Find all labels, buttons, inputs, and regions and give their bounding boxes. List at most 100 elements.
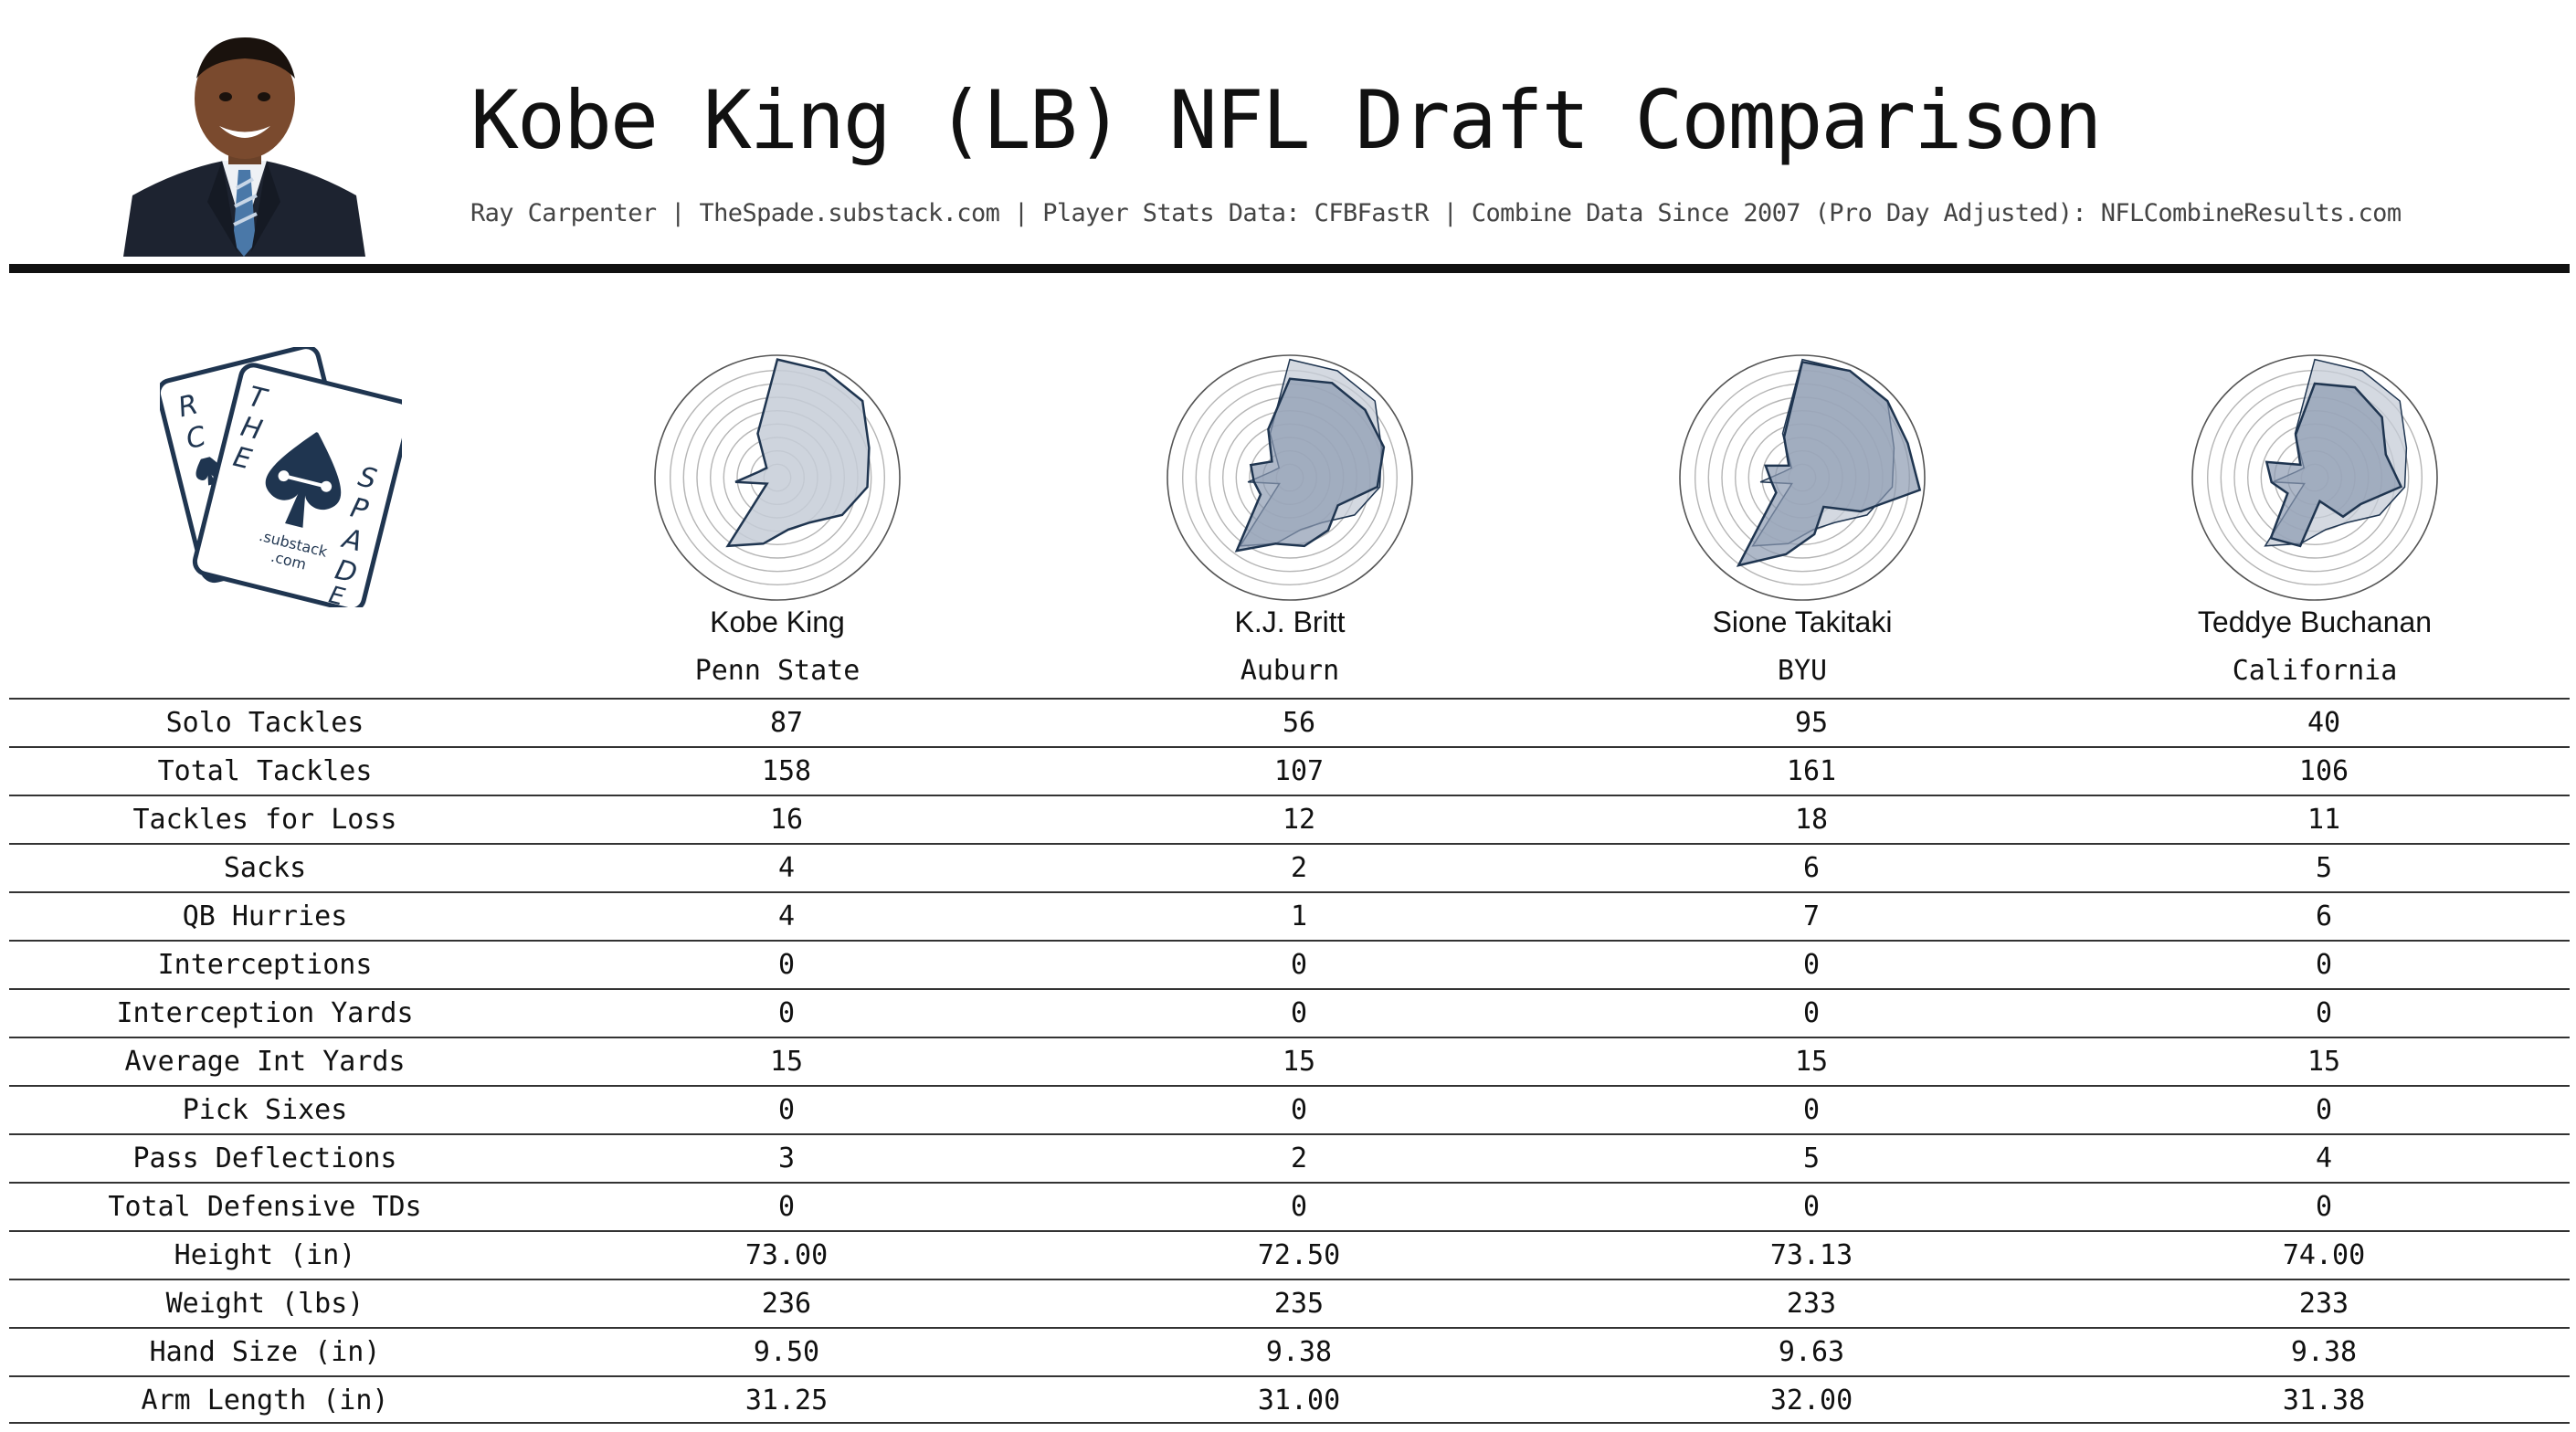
table-cell: 0 xyxy=(1802,949,1821,981)
table-row-label: Height (in) xyxy=(174,1239,356,1271)
player-name-sione-takitaki: Sione Takitaki xyxy=(1712,605,1893,638)
table-row: Interception Yards 0 0 0 0 xyxy=(9,988,2570,1037)
table-cell: 31.25 xyxy=(744,1385,829,1416)
table-row: Total Tackles 158 107 161 106 xyxy=(9,746,2570,795)
table-cell: 95 xyxy=(1794,707,1829,739)
table-row-label: QB Hurries xyxy=(182,900,348,932)
table-cell: 32.00 xyxy=(1769,1385,1853,1416)
table-cell: 9.38 xyxy=(1265,1336,1333,1368)
table-row: Arm Length (in) 31.25 31.00 32.00 31.38 xyxy=(9,1375,2570,1424)
table-cell: 18 xyxy=(1794,804,1829,836)
table-cell: 0 xyxy=(777,1191,796,1223)
table-cell: 87 xyxy=(769,707,804,739)
table-cell: 233 xyxy=(2298,1288,2349,1320)
table-cell: 0 xyxy=(2315,949,2333,981)
table-cell: 158 xyxy=(761,755,812,787)
table-row-label: Sacks xyxy=(223,852,307,884)
player-school-kj-britt: Auburn xyxy=(1240,655,1340,687)
table-cell: 9.50 xyxy=(753,1336,820,1368)
table-cell: 15 xyxy=(1282,1046,1316,1078)
table-row-label: Interception Yards xyxy=(116,997,414,1029)
table-cell: 0 xyxy=(1290,1191,1308,1223)
table-row-label: Solo Tackles xyxy=(165,707,364,739)
table-cell: 11 xyxy=(2307,804,2341,836)
table-cell: 15 xyxy=(1794,1046,1829,1078)
table-row: Hand Size (in) 9.50 9.38 9.63 9.38 xyxy=(9,1327,2570,1375)
table-cell: 73.00 xyxy=(744,1239,829,1271)
header-rule xyxy=(9,264,2570,273)
table-row: Pass Deflections 3 2 5 4 xyxy=(9,1133,2570,1182)
table-cell: 31.00 xyxy=(1257,1385,1341,1416)
table-cell: 0 xyxy=(1802,1191,1821,1223)
table-cell: 0 xyxy=(777,949,796,981)
table-row: Average Int Yards 15 15 15 15 xyxy=(9,1037,2570,1085)
table-cell: 1 xyxy=(1290,900,1308,932)
table-cell: 0 xyxy=(1290,997,1308,1029)
table-cell: 4 xyxy=(777,852,796,884)
table-cell: 0 xyxy=(777,1094,796,1126)
table-cell: 2 xyxy=(1290,852,1308,884)
table-cell: 0 xyxy=(1290,1094,1308,1126)
table-row: Weight (lbs) 236 235 233 233 xyxy=(9,1279,2570,1327)
table-cell: 56 xyxy=(1282,707,1316,739)
player-school-teddye-buchanan: California xyxy=(2232,655,2398,687)
table-row: QB Hurries 4 1 7 6 xyxy=(9,891,2570,940)
table-row-label: Tackles for Loss xyxy=(132,804,397,836)
small-spade-icon xyxy=(195,457,222,486)
table-cell: 9.63 xyxy=(1778,1336,1845,1368)
radar-series-kobe-king xyxy=(725,358,871,548)
logo-letter-e2: E xyxy=(326,582,348,607)
table-row: Height (in) 73.00 72.50 73.13 74.00 xyxy=(9,1230,2570,1279)
table-row-label: Interceptions xyxy=(157,949,373,981)
table-cell: 236 xyxy=(761,1288,812,1320)
page-title: Kobe King (LB) NFL Draft Comparison xyxy=(470,73,2102,167)
table-row-label: Pick Sixes xyxy=(182,1094,348,1126)
radar-series-teddye-buchanan xyxy=(2265,382,2403,548)
radar-chart-kobe-king xyxy=(654,354,901,601)
table-cell: 0 xyxy=(1802,997,1821,1029)
table-cell: 0 xyxy=(777,997,796,1029)
table-cell: 9.38 xyxy=(2290,1336,2358,1368)
radar-series-sione-takitaki xyxy=(1736,360,1922,567)
table-cell: 3 xyxy=(777,1142,796,1174)
radar-series-k-j-britt xyxy=(1234,377,1386,553)
table-cell: 106 xyxy=(2298,755,2349,787)
table-cell: 0 xyxy=(2315,1094,2333,1126)
player-name-kobe-king: Kobe King xyxy=(710,605,845,638)
table-cell: 233 xyxy=(1786,1288,1837,1320)
table-cell: 0 xyxy=(2315,1191,2333,1223)
table-row: Total Defensive TDs 0 0 0 0 xyxy=(9,1182,2570,1230)
table-row-label: Total Tackles xyxy=(157,755,373,787)
table-cell: 15 xyxy=(2307,1046,2341,1078)
table-cell: 6 xyxy=(2315,900,2333,932)
table-cell: 107 xyxy=(1273,755,1325,787)
table-cell: 235 xyxy=(1273,1288,1325,1320)
table-cell: 12 xyxy=(1282,804,1316,836)
table-cell: 7 xyxy=(1802,900,1821,932)
table-row-label: Total Defensive TDs xyxy=(108,1191,422,1223)
table-cell: 161 xyxy=(1786,755,1837,787)
page-subtitle: Ray Carpenter | TheSpade.substack.com | … xyxy=(470,199,2402,227)
radar-chart-sione-takitaki xyxy=(1679,354,1926,601)
table-cell: 31.38 xyxy=(2282,1385,2366,1416)
table-row: Tackles for Loss 16 12 18 11 xyxy=(9,795,2570,843)
table-cell: 15 xyxy=(769,1046,804,1078)
the-spade-logo: R C T H E .substack .com S P A D E xyxy=(160,347,402,607)
radar-chart-teddye-buchanan xyxy=(2191,354,2438,601)
player-name-teddye-buchanan: Teddye Buchanan xyxy=(2197,605,2433,638)
table-row-label: Hand Size (in) xyxy=(149,1336,381,1368)
table-cell: 4 xyxy=(777,900,796,932)
table-row: Solo Tackles 87 56 95 40 xyxy=(9,698,2570,746)
table-row: Sacks 4 2 6 5 xyxy=(9,843,2570,891)
table-cell: 72.50 xyxy=(1257,1239,1341,1271)
table-row: Interceptions 0 0 0 0 xyxy=(9,940,2570,988)
radar-chart-kj-britt xyxy=(1167,354,1413,601)
table-cell: 5 xyxy=(2315,852,2333,884)
table-cell: 4 xyxy=(2315,1142,2333,1174)
table-cell: 0 xyxy=(2315,997,2333,1029)
table-cell: 74.00 xyxy=(2282,1239,2366,1271)
table-row: Pick Sixes 0 0 0 0 xyxy=(9,1085,2570,1133)
player-name-kj-britt: K.J. Britt xyxy=(1234,605,1346,638)
table-row-label: Pass Deflections xyxy=(132,1142,397,1174)
player-school-kobe-king: Penn State xyxy=(694,655,860,687)
